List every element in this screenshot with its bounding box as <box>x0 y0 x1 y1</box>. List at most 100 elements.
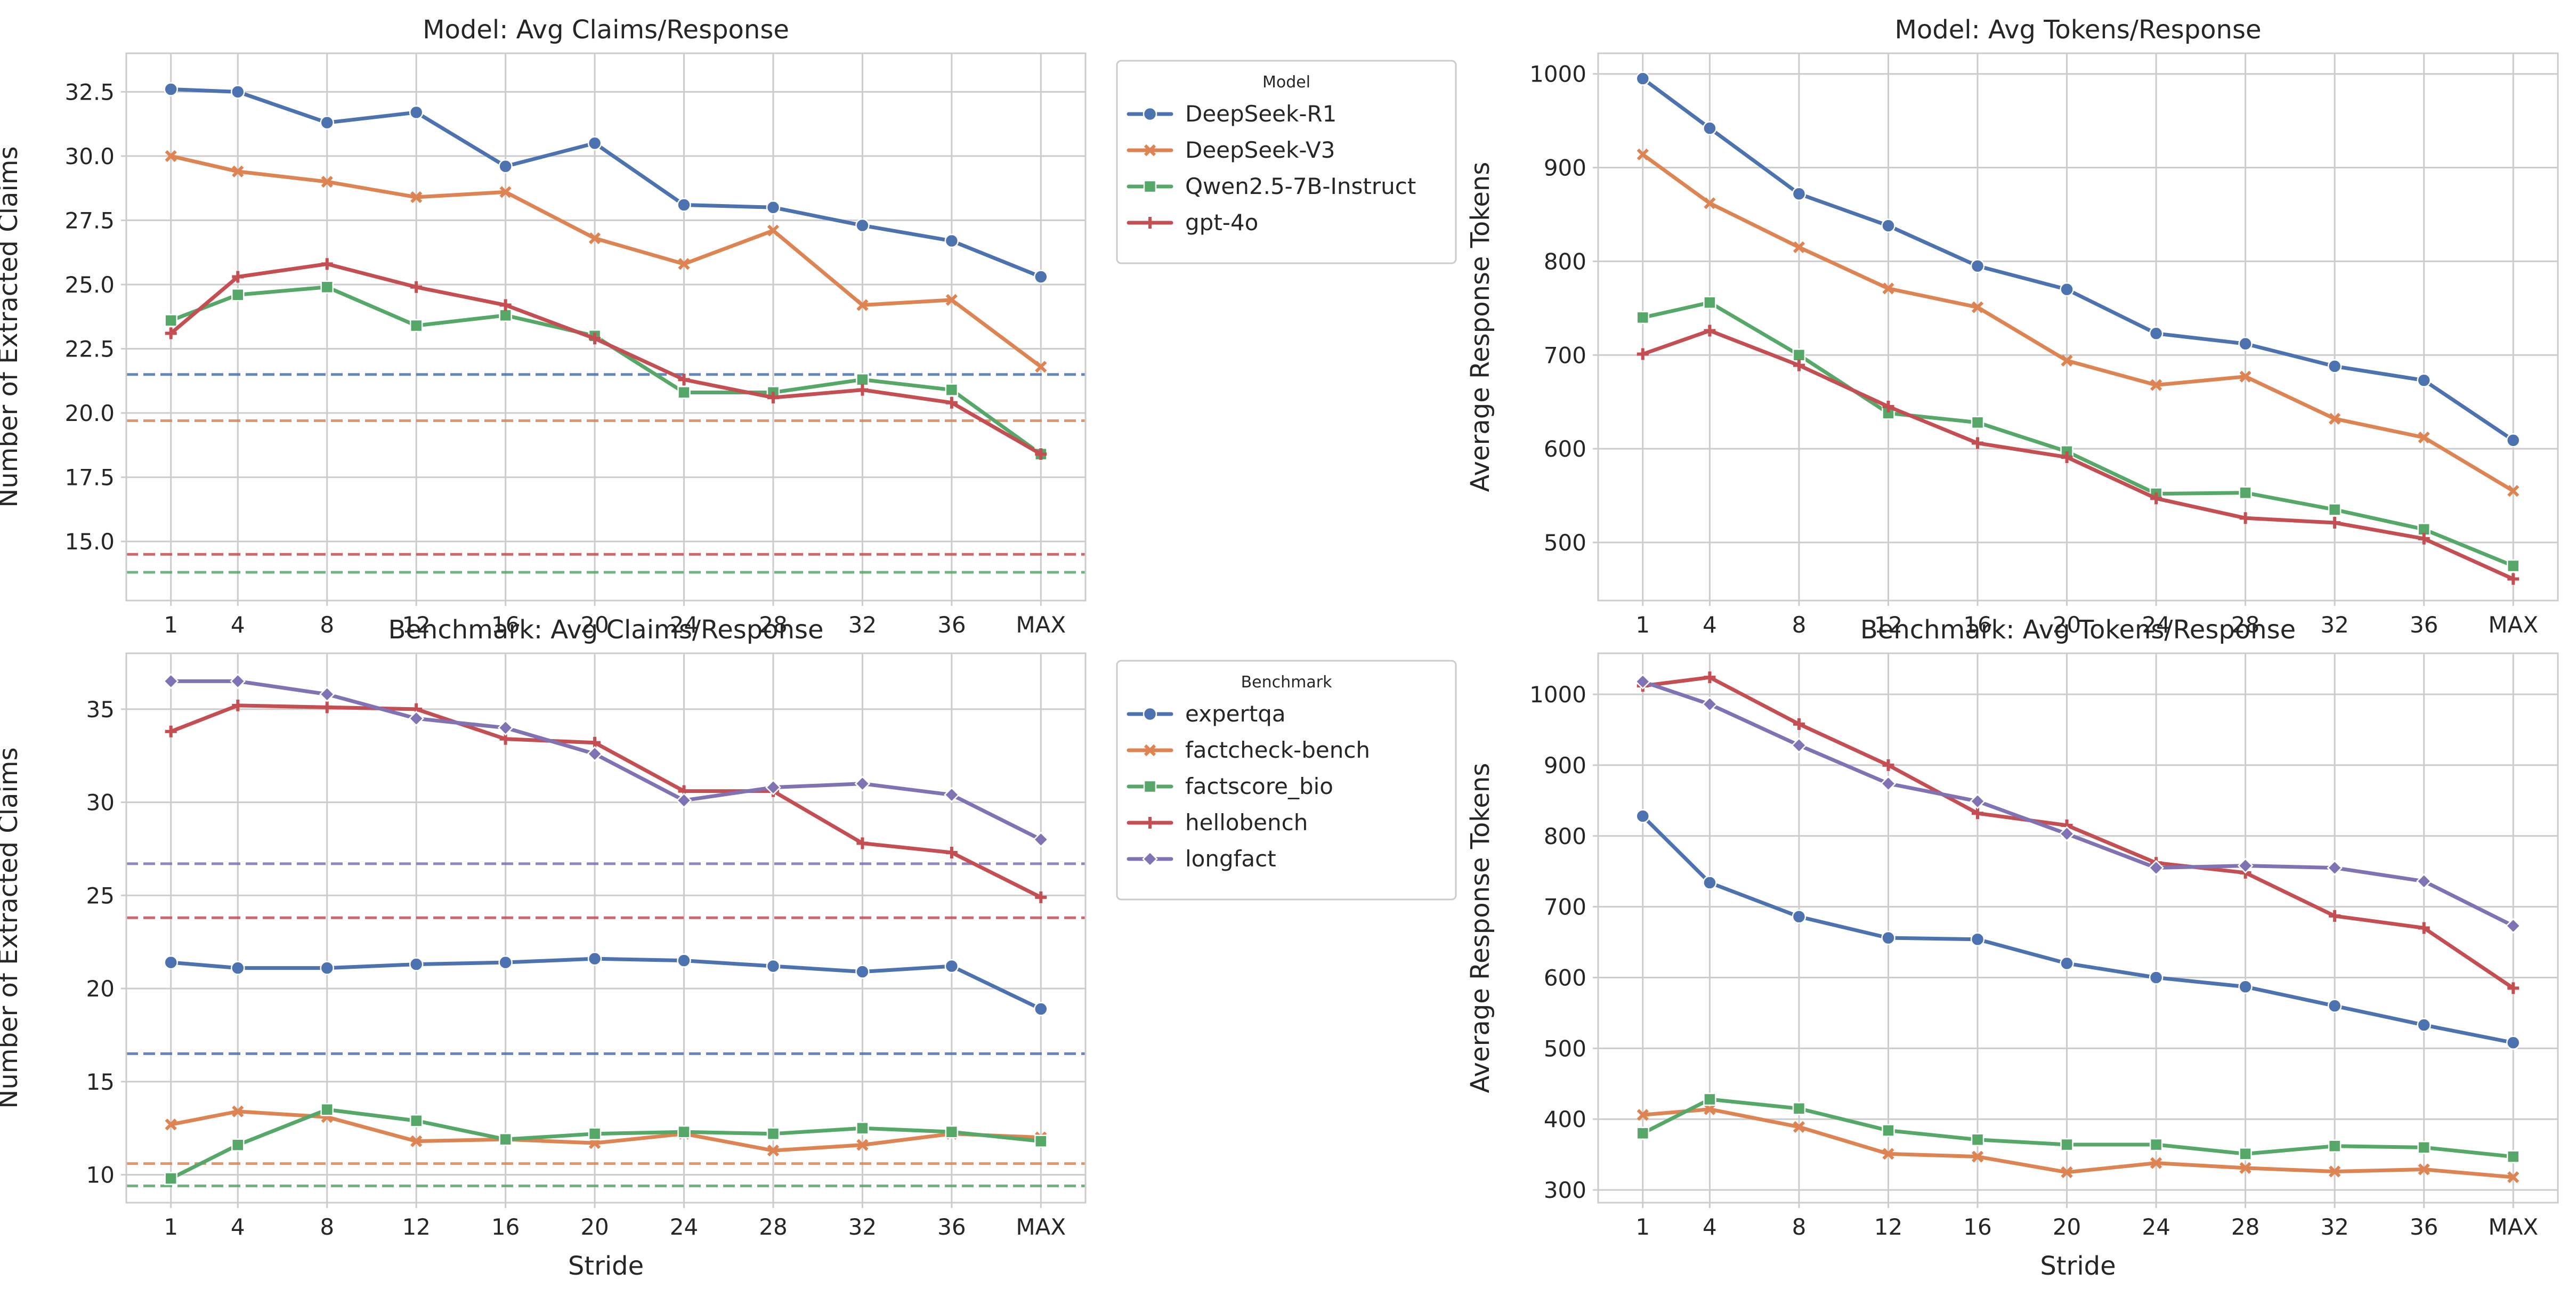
data-point-deepseek-r1 <box>2506 433 2521 448</box>
x-tick-label: 1 <box>1635 1214 1650 1240</box>
y-tick-label: 30 <box>86 790 115 816</box>
legend-item-deepseek-v3: DeepSeek-V3 <box>1185 137 1335 163</box>
data-point-longfact <box>944 787 960 803</box>
data-point-factcheck-bench <box>1793 1121 1805 1133</box>
data-point-expertqa <box>2327 999 2342 1013</box>
data-point-gpt-4o <box>589 333 601 345</box>
data-point-hellobench <box>945 846 958 858</box>
chart-legend: Model DeepSeek-R1 DeepSeek-V3 Qwen2.5-7B-In… <box>1116 60 1457 264</box>
y-tick-label: 700 <box>1544 342 1586 368</box>
x-tick-label: 20 <box>2053 612 2081 638</box>
y-axis-label: Number of Extracted Claims <box>0 747 23 1108</box>
data-point-factscore-bio <box>945 1125 959 1139</box>
x-tick-label: 28 <box>2231 1214 2259 1240</box>
data-point-gpt-4o <box>2329 517 2341 529</box>
data-point-factscore-bio <box>2328 1139 2342 1153</box>
x-tick-label: 12 <box>1874 1214 1902 1240</box>
data-point-qwen2-5-7b-instruct <box>2506 559 2520 573</box>
series-line-qwen2-5-7b-instruct <box>169 285 1043 456</box>
data-point-factcheck-bench <box>1637 1109 1649 1121</box>
legend-title: Benchmark <box>1241 673 1333 692</box>
data-point-longfact <box>1791 737 1807 753</box>
data-point-factscore-bio <box>320 1103 334 1116</box>
y-axis-label: Average Response Tokens <box>1465 162 1495 492</box>
legend-marker-deepseek-v3 <box>1144 144 1156 157</box>
x-tick-label: 28 <box>2231 612 2259 638</box>
y-tick-label: 20 <box>86 976 115 1002</box>
x-tick-label: 1 <box>164 612 178 638</box>
y-tick-label: 27.5 <box>64 207 115 233</box>
x-tick-label: 32 <box>848 1214 877 1240</box>
data-point-deepseek-r1 <box>231 85 245 99</box>
x-tick-label: 20 <box>580 1214 609 1240</box>
y-tick-label: 15 <box>86 1069 115 1095</box>
chart-title: Benchmark: Avg Claims/Response <box>388 615 823 645</box>
y-tick-label: 17.5 <box>64 465 115 491</box>
data-point-deepseek-v3 <box>2507 485 2520 497</box>
series-line-factscore-bio <box>169 1107 1043 1181</box>
x-tick-label: MAX <box>2488 612 2538 638</box>
data-point-deepseek-r1 <box>2238 336 2253 351</box>
data-point-deepseek-v3 <box>767 224 780 237</box>
data-point-gpt-4o <box>1793 359 1805 371</box>
data-point-factscore-bio <box>499 1132 512 1146</box>
x-tick-label: 4 <box>1703 1214 1717 1240</box>
data-point-qwen2-5-7b-instruct <box>1971 416 1984 429</box>
x-tick-label: 4 <box>231 1214 245 1240</box>
x-tick-label: 12 <box>1874 612 1902 638</box>
legend-marker-hellobench <box>1144 817 1156 829</box>
data-point-longfact <box>319 686 335 702</box>
data-point-factcheck-bench <box>165 1118 177 1131</box>
y-axis-label: Number of Extracted Claims <box>0 146 23 507</box>
y-tick-label: 20.0 <box>64 400 115 426</box>
data-point-longfact <box>2416 873 2432 889</box>
data-point-expertqa <box>855 964 870 979</box>
chart-legend: Benchmark expertqa factcheck-bench factscor… <box>1116 660 1457 901</box>
axes-frame <box>125 52 1087 602</box>
data-point-qwen2-5-7b-instruct <box>1792 348 1806 362</box>
data-point-deepseek-v3 <box>499 186 512 198</box>
data-point-gpt-4o <box>165 327 177 339</box>
data-point-deepseek-r1 <box>1034 270 1048 284</box>
data-point-gpt-4o <box>945 396 958 409</box>
legend-item-factscore-bio: factscore_bio <box>1185 773 1333 799</box>
x-tick-label: 28 <box>759 612 787 638</box>
legend-item-longfact: longfact <box>1185 846 1276 872</box>
series-line-expertqa <box>169 956 1043 1011</box>
series-line-hellobench <box>1641 675 2515 990</box>
data-point-expertqa <box>231 961 245 975</box>
y-tick-label: 400 <box>1544 1106 1586 1132</box>
x-tick-label: MAX <box>2488 1214 2538 1240</box>
data-point-longfact <box>1033 831 1049 848</box>
x-tick-label: 1 <box>164 1214 178 1240</box>
data-point-gpt-4o <box>499 299 512 311</box>
data-point-deepseek-r1 <box>1635 71 1650 86</box>
data-point-factscore-bio <box>409 1114 423 1128</box>
y-tick-label: 800 <box>1544 823 1586 849</box>
x-tick-label: 36 <box>937 1214 966 1240</box>
data-point-deepseek-v3 <box>410 191 423 204</box>
data-point-deepseek-v3 <box>321 175 333 188</box>
data-point-factcheck-bench <box>2418 1163 2430 1176</box>
data-point-longfact <box>2327 860 2343 876</box>
y-tick-label: 1000 <box>1529 61 1586 87</box>
data-point-hellobench <box>2329 910 2341 922</box>
data-point-factscore-bio <box>1971 1133 1984 1147</box>
data-point-longfact <box>408 710 424 727</box>
data-point-deepseek-r1 <box>2060 282 2074 297</box>
data-point-hellobench <box>1035 891 1047 903</box>
x-tick-label: 16 <box>491 1214 520 1240</box>
data-point-deepseek-v3 <box>1704 197 1716 209</box>
data-point-longfact <box>1880 775 1897 792</box>
data-point-factcheck-bench <box>2150 1157 2162 1169</box>
y-tick-label: 22.5 <box>64 336 115 362</box>
x-tick-label: 24 <box>2142 1214 2170 1240</box>
data-point-longfact <box>587 745 603 762</box>
data-point-expertqa <box>1703 876 1717 890</box>
x-tick-label: 8 <box>1792 612 1807 638</box>
axes-frame <box>125 652 1087 1204</box>
x-tick-label: MAX <box>1016 1214 1066 1240</box>
data-point-deepseek-v3 <box>2061 354 2073 367</box>
y-tick-label: 600 <box>1544 436 1586 462</box>
data-point-hellobench <box>1882 759 1894 771</box>
